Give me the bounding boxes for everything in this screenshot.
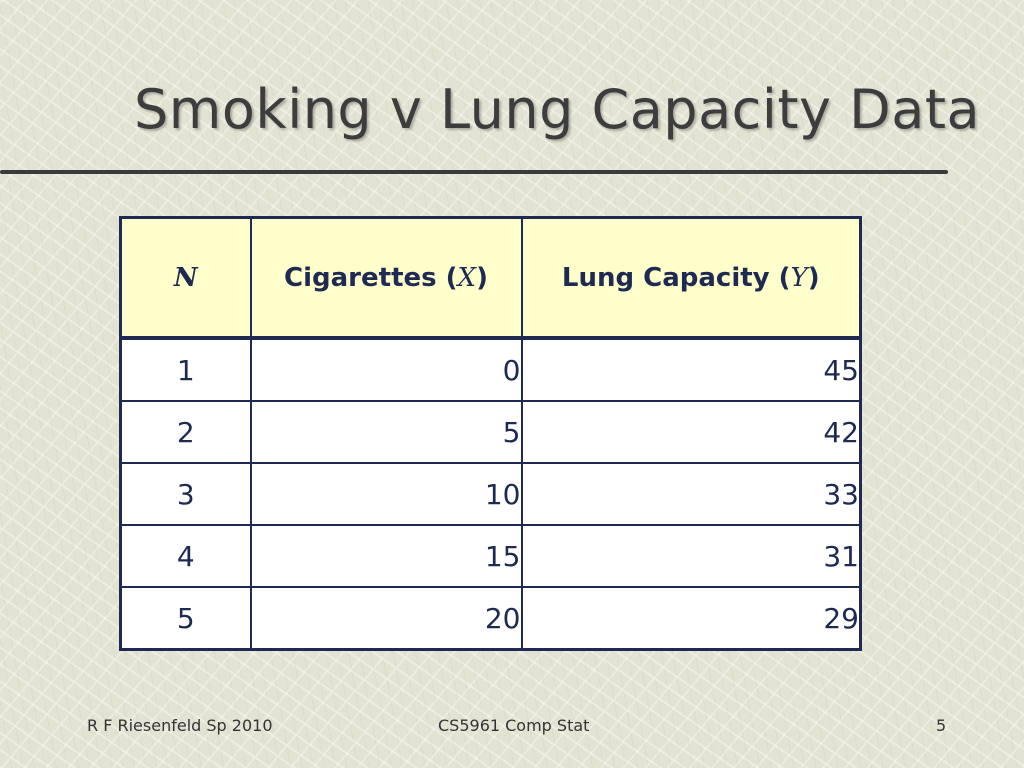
table-row: 3 10 33 <box>120 463 862 526</box>
header-lung-capacity: Lung Capacity (Y) <box>521 217 862 340</box>
table-row: 5 20 29 <box>120 587 862 651</box>
cell-lung-capacity: 29 <box>521 587 862 651</box>
cell-cigarettes: 20 <box>250 587 523 651</box>
header-row: N Cigarettes (X) Lung Capacity (Y) <box>120 217 862 340</box>
cell-lung-capacity: 33 <box>521 463 862 526</box>
table-row: 1 0 45 <box>120 338 862 402</box>
cell-cigarettes: 0 <box>250 338 523 402</box>
data-table: N Cigarettes (X) Lung Capacity (Y) 1 0 4… <box>119 216 862 651</box>
header-n: N <box>120 217 252 340</box>
footer-course: CS5961 Comp Stat <box>438 716 590 735</box>
header-y-variable: Y <box>790 262 808 293</box>
header-cigarettes-close: ) <box>476 262 488 293</box>
cell-cigarettes: 5 <box>250 401 523 464</box>
header-lung-capacity-label: Lung Capacity ( <box>561 262 791 293</box>
cell-n: 2 <box>120 401 252 464</box>
cell-n: 1 <box>120 338 252 402</box>
cell-lung-capacity: 42 <box>521 401 862 464</box>
footer-author: R F Riesenfeld Sp 2010 <box>87 716 273 735</box>
cell-lung-capacity: 31 <box>521 525 862 588</box>
footer-slide-number: 5 <box>936 716 947 735</box>
cell-n: 5 <box>120 587 252 651</box>
table-row: 2 5 42 <box>120 401 862 464</box>
cell-cigarettes: 15 <box>250 525 523 588</box>
cell-n: 4 <box>120 525 252 588</box>
slide-title: Smoking v Lung Capacity Data <box>134 78 981 141</box>
cell-n: 3 <box>120 463 252 526</box>
cell-lung-capacity: 45 <box>521 338 862 402</box>
cell-cigarettes: 10 <box>250 463 523 526</box>
header-cigarettes-label: Cigarettes ( <box>284 262 458 293</box>
title-underline <box>0 170 948 174</box>
header-x-variable: X <box>457 262 477 293</box>
table-row: 4 15 31 <box>120 525 862 588</box>
header-lung-capacity-close: ) <box>807 262 820 293</box>
header-cigarettes: Cigarettes (X) <box>250 217 523 340</box>
